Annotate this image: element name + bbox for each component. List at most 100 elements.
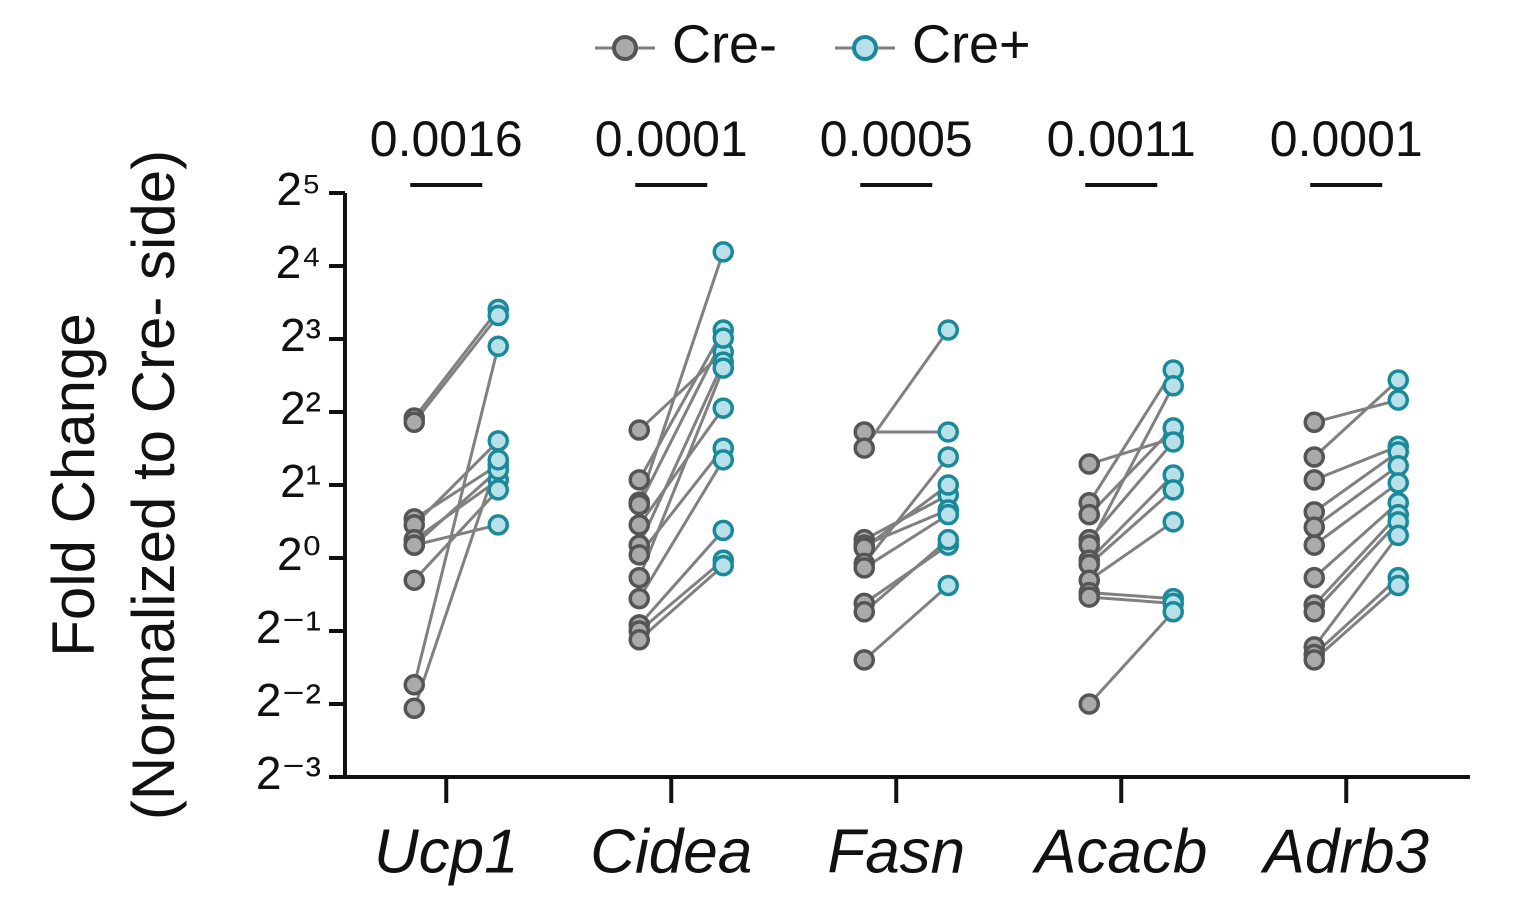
- y-tick-label: 2⁻³: [256, 747, 321, 799]
- data-point: [628, 629, 650, 651]
- pair-line: [413, 314, 500, 424]
- pair-line: [1087, 385, 1175, 546]
- data-point: [853, 437, 875, 459]
- y-title-line: (Normalized to Cre- side): [120, 150, 187, 820]
- pair-line: [1088, 440, 1175, 541]
- y-tick-label: 2⁵: [276, 163, 321, 215]
- p-value: 0.0016: [370, 111, 523, 167]
- pair-line: [637, 337, 725, 506]
- data-point: [1078, 453, 1100, 475]
- data-point: [1162, 431, 1184, 453]
- y-axis-title: Fold Change (Normalized to Cre- side): [40, 150, 187, 820]
- pair-line: [1313, 398, 1399, 424]
- data-point: [1387, 369, 1409, 391]
- data-point: [1162, 479, 1184, 501]
- data-point: [487, 304, 509, 327]
- pair-line: [412, 459, 500, 709]
- pair-line: [637, 361, 725, 546]
- pair-line: [1313, 444, 1399, 482]
- pair-line: [638, 447, 725, 556]
- data-point: [487, 430, 509, 452]
- legend-label: Cre-: [672, 14, 777, 74]
- data-point: [937, 474, 959, 496]
- pair-line: [638, 558, 725, 633]
- data-point: [628, 514, 650, 536]
- pair-line: [413, 468, 500, 547]
- pair-line: [1088, 488, 1175, 566]
- x-tick-label: Adrb3: [1260, 817, 1429, 886]
- pair-line: [412, 345, 500, 686]
- pair-line: [863, 584, 950, 662]
- pair-line: [863, 483, 950, 550]
- data-point: [487, 514, 509, 536]
- data-point: [1387, 574, 1409, 597]
- pair-line: [863, 513, 950, 570]
- y-tick-label: 2⁻²: [256, 674, 321, 726]
- legend-marker: [852, 35, 878, 61]
- data-point: [1303, 446, 1325, 468]
- data-point: [712, 327, 734, 349]
- data-point: [1162, 511, 1184, 533]
- data-point: [403, 411, 425, 433]
- legend-label: Cre+: [912, 14, 1031, 74]
- y-title-line: Fold Change: [40, 313, 107, 657]
- data-point: [853, 557, 875, 579]
- data-point: [1303, 469, 1325, 491]
- pair-line: [413, 308, 500, 419]
- pair-line: [1088, 610, 1175, 706]
- data-point: [712, 449, 734, 471]
- data-point: [628, 419, 650, 441]
- pair-line: [638, 564, 725, 641]
- y-tick-label: 2³: [280, 309, 321, 361]
- data-point: [712, 357, 734, 379]
- legend-marker: [612, 35, 638, 61]
- data-point: [403, 697, 425, 720]
- pair-line: [1088, 473, 1175, 562]
- pair-line: [1313, 501, 1400, 579]
- pair-line: [1313, 513, 1400, 607]
- pair-line: [1313, 520, 1400, 613]
- y-tick-label: 2²: [280, 382, 321, 434]
- x-tick-label: Cidea: [590, 817, 752, 886]
- pair-line: [863, 456, 950, 565]
- data-point: [937, 446, 959, 468]
- pair-line: [1313, 464, 1400, 529]
- data-point: [403, 569, 425, 591]
- data-point: [1387, 472, 1409, 494]
- data-point: [628, 544, 650, 566]
- pair-line: [637, 459, 725, 600]
- y-tick-label: 2¹: [280, 455, 321, 507]
- data-point: [712, 241, 734, 263]
- data-point: [937, 528, 959, 551]
- pair-line: [638, 407, 725, 526]
- x-tick-label: Fasn: [827, 817, 965, 886]
- data-point: [1387, 455, 1409, 477]
- data-point: [1078, 693, 1100, 715]
- data-point: [712, 397, 734, 419]
- data-point: [487, 479, 509, 501]
- pair-line: [637, 367, 725, 579]
- data-point: [937, 574, 959, 597]
- data-point: [628, 469, 650, 491]
- data-point: [937, 503, 959, 526]
- data-point: [937, 421, 959, 443]
- pair-line: [1089, 591, 1174, 601]
- data-point: [403, 674, 425, 696]
- pair-line: [863, 329, 950, 449]
- pair-line: [1088, 426, 1175, 516]
- pair-line: [1313, 534, 1400, 648]
- data-point: [1162, 375, 1184, 397]
- data-point: [403, 534, 425, 556]
- pair-line: [1313, 378, 1400, 459]
- data-point: [937, 319, 959, 341]
- pair-line: [638, 529, 725, 626]
- x-tick-label: Ucp1: [374, 817, 519, 886]
- data-point: [1303, 601, 1325, 623]
- data-point: [1303, 516, 1325, 538]
- data-point: [628, 493, 650, 516]
- data-point: [1303, 411, 1325, 433]
- pair-line: [1087, 369, 1175, 504]
- pair-line: [1313, 584, 1400, 662]
- data-point: [1078, 586, 1100, 608]
